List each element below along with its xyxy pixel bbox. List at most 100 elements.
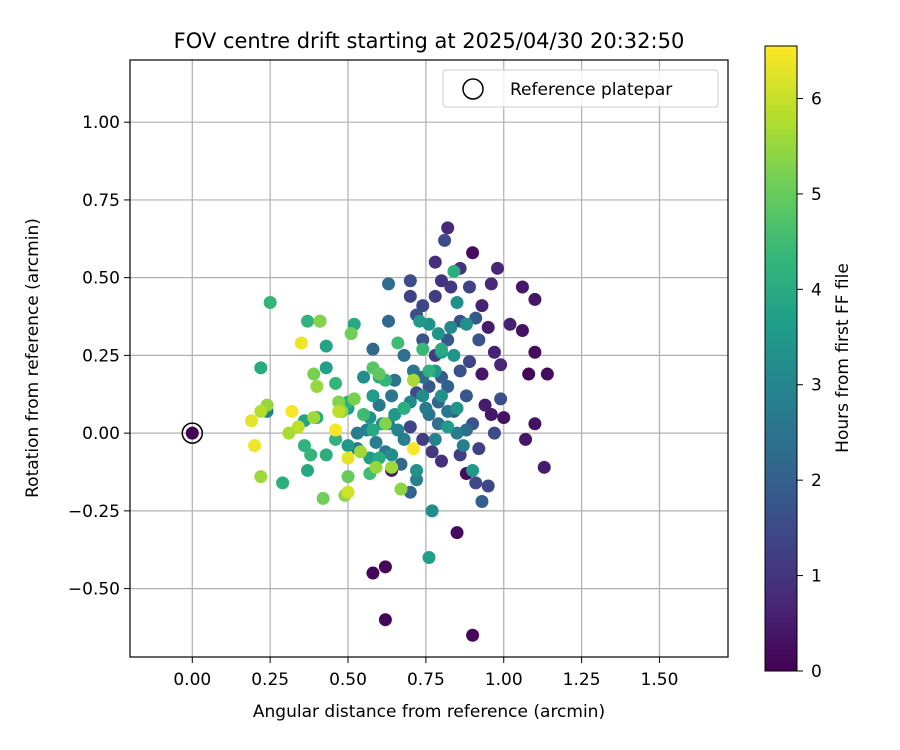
data-point bbox=[403, 274, 417, 288]
data-point bbox=[378, 417, 392, 431]
y-tick-label: −0.25 bbox=[68, 502, 120, 522]
data-point bbox=[413, 314, 427, 328]
data-point bbox=[329, 432, 343, 446]
data-point bbox=[444, 280, 458, 294]
data-point bbox=[369, 435, 383, 449]
data-point bbox=[301, 314, 315, 328]
data-point bbox=[319, 361, 333, 375]
data-point bbox=[416, 342, 430, 356]
colorbar-ticks: 0 1 2 3 4 5 6 bbox=[797, 89, 822, 682]
data-point bbox=[441, 379, 455, 393]
data-point bbox=[528, 417, 542, 431]
data-point bbox=[497, 411, 511, 425]
colorbar-gradient bbox=[764, 45, 798, 672]
data-point bbox=[353, 445, 367, 459]
data-point bbox=[397, 348, 411, 362]
data-point bbox=[282, 426, 296, 440]
x-tick-label: 0.50 bbox=[329, 670, 367, 690]
data-point bbox=[316, 491, 330, 505]
data-point bbox=[462, 280, 476, 294]
data-point bbox=[450, 296, 464, 310]
data-point bbox=[450, 401, 464, 415]
data-point bbox=[491, 261, 505, 275]
data-point bbox=[487, 426, 501, 440]
data-point bbox=[422, 551, 436, 564]
data-point bbox=[254, 404, 268, 418]
data-point bbox=[244, 414, 258, 428]
data-point bbox=[494, 358, 508, 372]
data-point bbox=[385, 460, 399, 474]
data-point bbox=[307, 411, 321, 425]
data-point bbox=[366, 389, 380, 403]
data-point bbox=[466, 463, 480, 477]
data-point bbox=[438, 233, 452, 247]
data-point bbox=[357, 407, 371, 421]
data-point bbox=[519, 432, 533, 446]
data-point bbox=[388, 373, 402, 387]
colorbar-tick-label: 6 bbox=[811, 89, 822, 109]
data-point bbox=[363, 451, 377, 465]
data-point bbox=[319, 339, 333, 353]
data-point bbox=[478, 398, 492, 412]
data-point bbox=[254, 361, 268, 375]
data-point bbox=[441, 221, 455, 235]
y-tick-label: 1.00 bbox=[82, 113, 120, 133]
data-point bbox=[475, 495, 489, 509]
data-point bbox=[185, 426, 199, 440]
data-point bbox=[487, 345, 501, 359]
data-point bbox=[254, 470, 268, 484]
colorbar-label: Hours from first FF file bbox=[833, 263, 853, 453]
data-point bbox=[475, 367, 489, 381]
y-tick-label: 0.25 bbox=[82, 346, 120, 366]
data-point bbox=[422, 379, 436, 393]
colorbar-tick-label: 3 bbox=[811, 376, 822, 396]
data-point bbox=[297, 439, 311, 453]
data-point bbox=[391, 336, 405, 350]
data-point bbox=[434, 454, 448, 468]
legend-box bbox=[442, 69, 719, 108]
data-point bbox=[416, 432, 430, 446]
data-point bbox=[484, 407, 498, 421]
data-point bbox=[319, 448, 333, 462]
legend-label-reference: Reference platepar bbox=[510, 80, 672, 100]
data-point bbox=[385, 448, 399, 462]
data-point bbox=[406, 373, 420, 387]
scatter-points bbox=[181, 221, 554, 642]
legend: Reference platepar bbox=[442, 69, 719, 108]
data-point bbox=[310, 379, 324, 393]
data-point bbox=[425, 504, 439, 518]
x-tick-label: 1.00 bbox=[485, 670, 523, 690]
data-point bbox=[472, 442, 486, 456]
data-point bbox=[366, 342, 380, 356]
data-point bbox=[304, 448, 318, 462]
data-point bbox=[494, 392, 508, 406]
data-point bbox=[344, 327, 358, 341]
data-point bbox=[528, 345, 542, 359]
grid-lines bbox=[130, 60, 728, 657]
data-point bbox=[447, 348, 461, 362]
data-point bbox=[357, 370, 371, 384]
y-tick-label: 0.00 bbox=[82, 424, 120, 444]
data-point bbox=[428, 432, 442, 446]
data-point bbox=[406, 442, 420, 456]
data-point bbox=[462, 355, 476, 369]
x-tick-label: 1.25 bbox=[563, 670, 601, 690]
colorbar-tick-label: 4 bbox=[811, 280, 822, 300]
data-point bbox=[372, 398, 386, 412]
data-point bbox=[453, 364, 467, 378]
data-point bbox=[313, 314, 327, 328]
data-point bbox=[441, 420, 455, 434]
data-point bbox=[434, 389, 448, 403]
data-point bbox=[391, 423, 405, 437]
reference-platepar-marker bbox=[181, 422, 204, 444]
data-point bbox=[369, 460, 383, 474]
data-point bbox=[434, 274, 448, 288]
data-point bbox=[481, 320, 495, 334]
data-point bbox=[301, 463, 315, 477]
data-point bbox=[382, 314, 396, 328]
data-point bbox=[385, 389, 399, 403]
data-point bbox=[307, 367, 321, 381]
colorbar-tick-label: 5 bbox=[811, 185, 822, 205]
data-point bbox=[291, 420, 305, 434]
